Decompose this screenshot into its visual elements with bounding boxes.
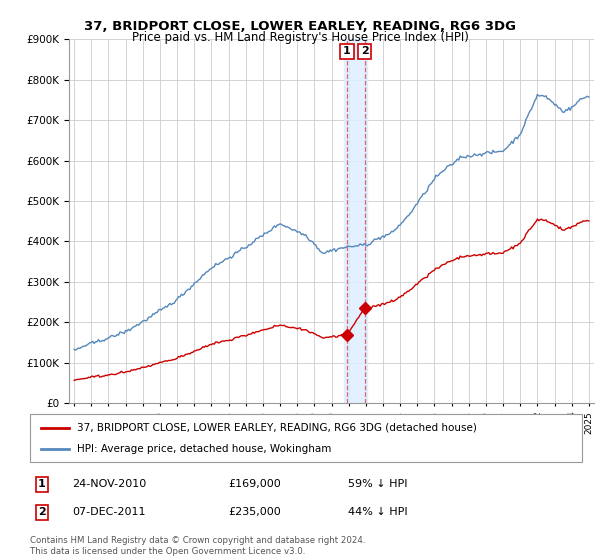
- Text: £235,000: £235,000: [228, 507, 281, 517]
- Text: 07-DEC-2011: 07-DEC-2011: [72, 507, 146, 517]
- Bar: [344, 39, 367, 403]
- Text: 44% ↓ HPI: 44% ↓ HPI: [348, 507, 407, 517]
- Text: Contains HM Land Registry data © Crown copyright and database right 2024.
This d: Contains HM Land Registry data © Crown c…: [30, 536, 365, 556]
- Text: 37, BRIDPORT CLOSE, LOWER EARLEY, READING, RG6 3DG: 37, BRIDPORT CLOSE, LOWER EARLEY, READIN…: [84, 20, 516, 32]
- Text: 24-NOV-2010: 24-NOV-2010: [72, 479, 146, 489]
- FancyBboxPatch shape: [30, 414, 582, 462]
- Text: 2: 2: [361, 46, 368, 57]
- Text: £169,000: £169,000: [228, 479, 281, 489]
- Text: 59% ↓ HPI: 59% ↓ HPI: [348, 479, 407, 489]
- Text: Price paid vs. HM Land Registry's House Price Index (HPI): Price paid vs. HM Land Registry's House …: [131, 31, 469, 44]
- Text: 1: 1: [38, 479, 46, 489]
- Text: 1: 1: [343, 46, 351, 57]
- Text: 2: 2: [38, 507, 46, 517]
- Text: 37, BRIDPORT CLOSE, LOWER EARLEY, READING, RG6 3DG (detached house): 37, BRIDPORT CLOSE, LOWER EARLEY, READIN…: [77, 423, 477, 433]
- Text: HPI: Average price, detached house, Wokingham: HPI: Average price, detached house, Woki…: [77, 444, 331, 454]
